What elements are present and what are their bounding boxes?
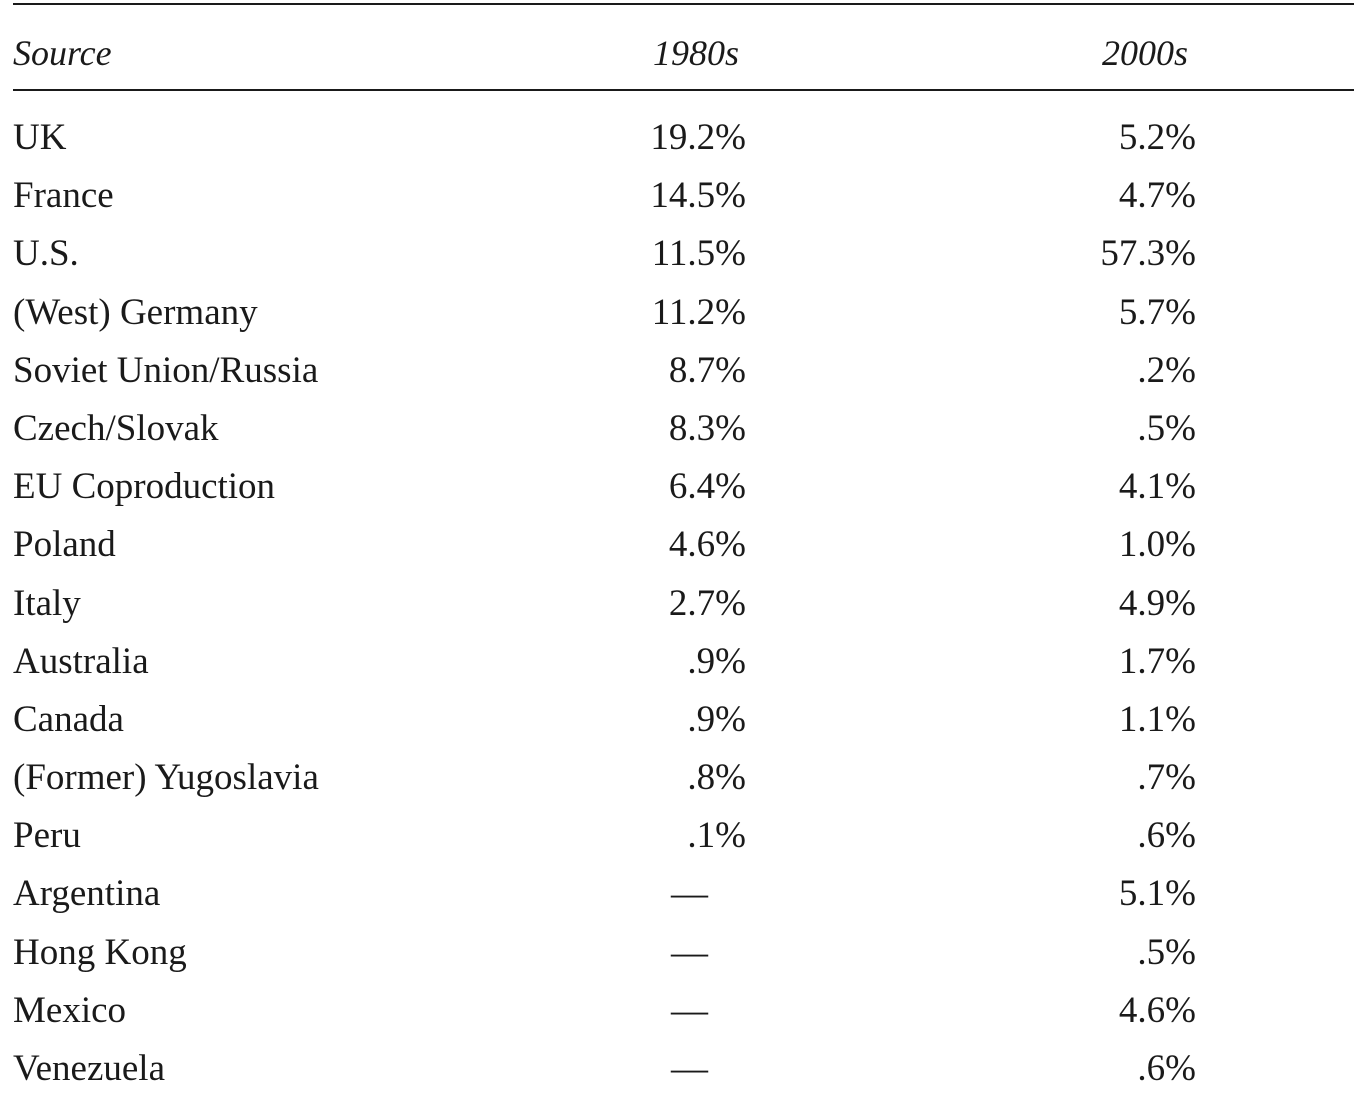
cell-2000s: 4.1% [1118,466,1196,508]
header-source: Source [13,33,112,73]
table-row: Czech/Slovak 8.3% .5% [0,400,1354,458]
cell-2000s: .5% [1137,931,1196,973]
table-body: UK 19.2% 5.2% France 14.5% 4.7% U.S. 11.5% 57.3%… [0,109,1354,1098]
cell-2000s: 57.3% [1100,233,1196,275]
cell-source: Italy [13,582,81,624]
cell-2000s: 4.6% [1118,989,1196,1031]
table-row: Venezuela — .6% [0,1040,1354,1098]
cell-source: (West) Germany [13,291,258,333]
cell-1980s: — [671,1048,708,1089]
cell-2000s: .6% [1137,815,1196,857]
cell-2000s: 1.0% [1118,524,1196,566]
cell-source: EU Coproduction [13,466,276,508]
cell-source: France [13,175,114,217]
cell-source: (Former) Yugoslavia [13,757,319,799]
table-row: Italy 2.7% 4.9% [0,575,1354,633]
table-row: U.S. 11.5% 57.3% [0,225,1354,283]
cell-source: Mexico [13,989,127,1031]
table-row: Poland 4.6% 1.0% [0,516,1354,574]
table-row: Hong Kong — .5% [0,924,1354,982]
cell-source: Soviet Union/Russia [13,349,319,391]
cell-2000s: .6% [1137,1048,1196,1089]
cell-1980s: .9% [687,698,746,740]
table-row: Mexico — 4.6% [0,982,1354,1040]
cell-1980s: — [671,989,708,1031]
cell-source: Poland [13,524,116,566]
cell-source: Venezuela [13,1048,166,1089]
cell-source: Czech/Slovak [13,407,219,449]
table-row: (Former) Yugoslavia .8% .7% [0,749,1354,807]
cell-1980s: 11.2% [651,291,746,333]
cell-2000s: 5.1% [1118,873,1196,915]
cell-source: Argentina [13,873,161,915]
cell-1980s: — [671,873,708,915]
cell-2000s: 4.9% [1118,582,1196,624]
cell-1980s: 11.5% [651,233,746,275]
cell-2000s: .7% [1137,757,1196,799]
table-header-row: Source 1980s 2000s [0,28,1354,78]
cell-1980s: 8.7% [668,349,746,391]
cell-2000s: 5.2% [1118,117,1196,158]
cell-1980s: 2.7% [668,582,746,624]
cell-2000s: 5.7% [1118,291,1196,333]
cell-2000s: .5% [1137,407,1196,449]
table-row: France 14.5% 4.7% [0,167,1354,225]
table-header-rule [13,89,1354,91]
cell-2000s: .2% [1137,349,1196,391]
cell-1980s: .9% [687,640,746,682]
cell-source: Peru [13,815,81,857]
table-row: Argentina — 5.1% [0,865,1354,923]
cell-source: Canada [13,698,124,740]
cell-2000s: 4.7% [1118,175,1196,217]
cell-1980s: 8.3% [668,407,746,449]
table-row: Soviet Union/Russia 8.7% .2% [0,342,1354,400]
cell-1980s: .8% [687,757,746,799]
cell-2000s: 1.7% [1118,640,1196,682]
table-top-rule [13,3,1354,5]
cell-1980s: 19.2% [650,117,746,158]
cell-1980s: .1% [687,815,746,857]
cell-2000s: 1.1% [1118,698,1196,740]
cell-source: UK [13,117,67,158]
cell-source: U.S. [13,233,79,275]
table-row: (West) Germany 11.2% 5.7% [0,284,1354,342]
header-1980s: 1980s [652,33,739,73]
cell-1980s: — [671,931,708,973]
table-row: UK 19.2% 5.2% [0,109,1354,167]
table-row: EU Coproduction 6.4% 4.1% [0,458,1354,516]
cell-1980s: 14.5% [650,175,746,217]
cell-1980s: 4.6% [668,524,746,566]
cell-1980s: 6.4% [668,466,746,508]
header-2000s: 2000s [1101,33,1188,73]
cell-source: Australia [13,640,149,682]
table-row: Peru .1% .6% [0,807,1354,865]
table-row: Canada .9% 1.1% [0,691,1354,749]
table-row: Australia .9% 1.7% [0,633,1354,691]
cell-source: Hong Kong [13,931,187,973]
